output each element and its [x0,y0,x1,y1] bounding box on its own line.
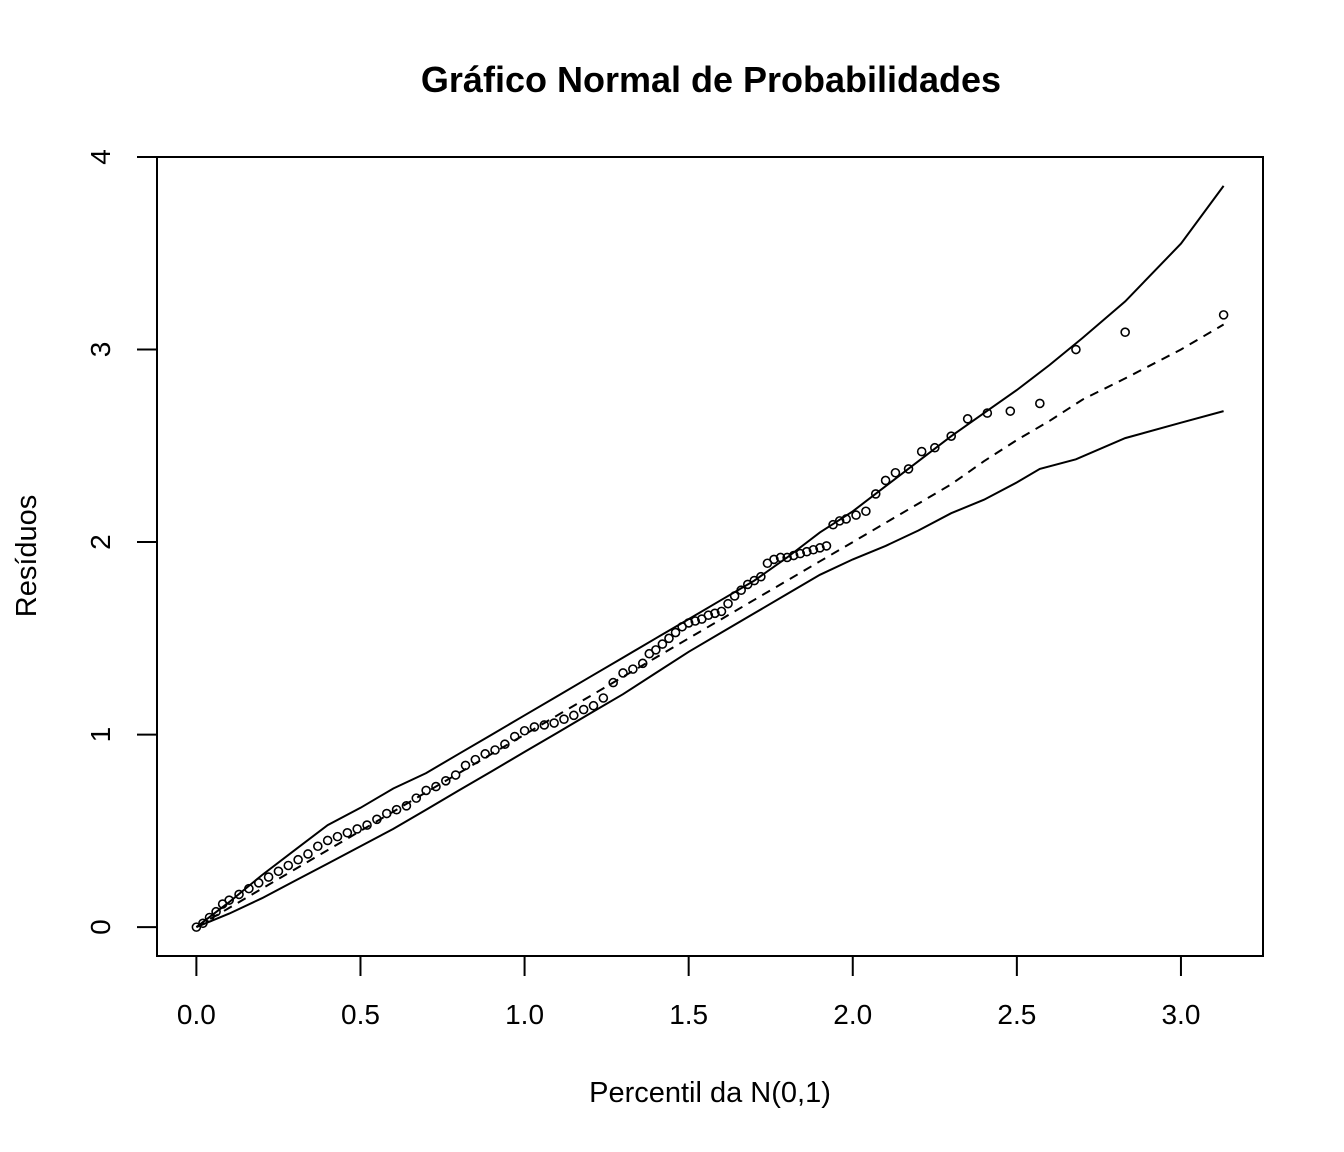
data-point [651,645,661,655]
data-point [716,606,727,617]
data-point [332,831,343,842]
data-point [608,677,618,688]
y-tick-label: 3 [85,342,116,358]
data-point [851,510,861,520]
data-point [930,442,940,453]
data-point [946,431,957,441]
data-point [618,668,628,678]
y-axis: 0 1 2 3 4 [85,149,158,935]
data-point [273,866,284,877]
series-layer [191,185,1229,932]
data-point [421,785,431,796]
data-point [549,718,559,728]
data-point [1218,310,1229,320]
data-point [769,554,779,565]
data-point [1120,327,1130,338]
data-point [411,793,422,803]
x-tick-label: 2.5 [997,999,1036,1030]
data-point [401,801,412,811]
data-point [391,804,402,815]
data-point [598,693,609,703]
data-point [569,710,579,721]
data-point [815,543,825,553]
x-tick-label: 0.5 [341,999,380,1030]
chart-title: Gráfico Normal de Probabilidades [421,59,1001,100]
data-point [795,548,806,559]
data-point [802,546,812,557]
y-tick-label: 2 [85,534,116,550]
mean-line [195,323,1225,928]
y-axis-label: Resíduos [11,495,43,618]
x-axis: 0.0 0.5 1.0 1.5 2.0 2.5 3.0 [177,955,1200,1030]
data-point [431,781,441,792]
y-tick-label: 0 [85,919,116,935]
data-point [834,516,845,526]
data-point [283,860,294,871]
data-point [293,854,303,865]
data-point [352,824,362,834]
data-point [664,633,674,644]
data-point [529,722,540,732]
data-point [962,414,973,424]
x-tick-label: 2.0 [833,999,872,1030]
data-point [578,704,589,715]
data-point [441,775,451,786]
data-point [1005,406,1016,416]
data-point [490,745,500,755]
data-point [890,467,901,478]
data-point [637,658,648,669]
data-point [263,872,274,882]
data-point [450,770,461,780]
data-point [539,720,550,730]
data-point [916,446,927,457]
data-point [880,475,891,486]
data-point [657,639,668,649]
data-point [670,627,681,638]
data-point [224,895,235,905]
data-point [559,714,569,724]
data-point [1071,344,1081,355]
lower-envelope-line [196,410,1224,929]
data-point [703,610,714,621]
data-point [303,849,313,859]
data-point [870,489,881,499]
data-point [861,506,871,517]
data-point [782,552,792,563]
data-point [723,598,733,609]
data-point [756,571,766,582]
y-tick-label: 4 [85,149,116,165]
data-point [1035,398,1045,409]
data-point [234,889,244,900]
data-point [690,616,701,626]
data-point [903,464,914,474]
data-point [342,827,353,838]
data-point [808,544,819,555]
x-tick-label: 1.0 [505,999,544,1030]
data-point [588,700,599,711]
data-point [710,608,720,619]
data-point [362,820,372,830]
x-tick-label: 1.5 [669,999,708,1030]
data-point [500,739,510,750]
plot-frame [156,156,1264,957]
upper-envelope-line [195,185,1225,928]
x-tick-label: 3.0 [1161,999,1200,1030]
data-point [628,664,638,674]
data-point [322,835,333,846]
x-tick-label: 0.0 [177,999,216,1030]
data-point [821,541,832,551]
x-axis-label: Percentil da N(0,1) [589,1077,831,1109]
data-point [519,725,530,736]
data-point [480,749,490,759]
data-point [313,841,323,852]
y-tick-label: 1 [85,727,116,743]
